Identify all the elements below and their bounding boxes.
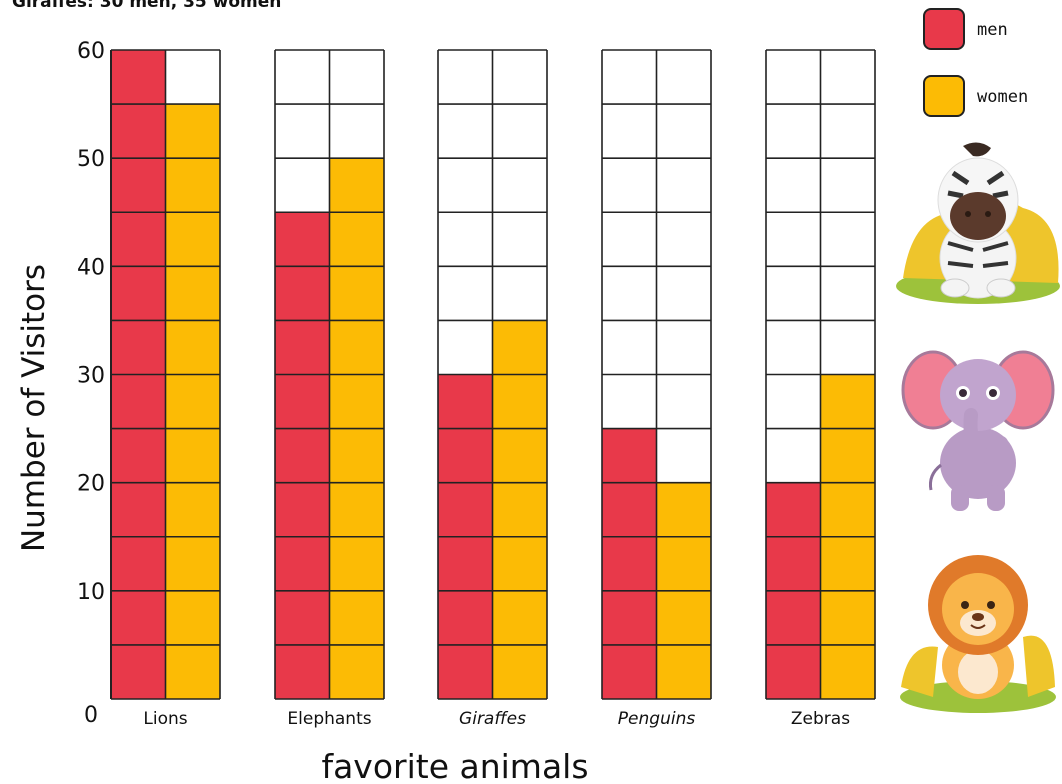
x-tick-label-giraffes: Giraffes [459, 709, 526, 729]
bar-women-giraffes [492, 320, 547, 699]
y-tick-label: 20 [77, 472, 105, 497]
y-tick-label: 10 [77, 580, 105, 605]
y-axis-label: Number of Visitors [16, 264, 52, 552]
legend-swatch-men [923, 8, 965, 50]
y-tick-label: 60 [77, 39, 105, 64]
zebra-illustration [896, 142, 1060, 304]
bar-women-lions [165, 104, 220, 700]
x-tick-label-zebras: Zebras [791, 709, 850, 729]
y-tick-label: 50 [77, 147, 105, 172]
bar-men-elephants [275, 212, 330, 699]
x-tick-label-elephants: Elephants [287, 709, 371, 729]
legend-item-men: men [923, 8, 1053, 54]
bar-men-penguins [602, 428, 657, 699]
legend-item-women: women [923, 75, 1053, 121]
x-tick-label-penguins: Penguins [618, 709, 696, 729]
legend-label-women: women [977, 87, 1029, 107]
y-tick-label: 0 [84, 703, 98, 728]
x-tick-label-lions: Lions [143, 709, 187, 729]
elephant-illustration [901, 350, 1055, 511]
legend-label-men: men [977, 20, 1008, 40]
lion-illustration [900, 555, 1056, 713]
x-axis-label: favorite animals [321, 747, 588, 784]
y-tick-label: 40 [77, 255, 105, 280]
y-tick-label: 30 [77, 364, 105, 389]
legend-swatch-women [923, 75, 965, 117]
chart-note: Giraffes: 30 men, 35 women [12, 0, 282, 12]
